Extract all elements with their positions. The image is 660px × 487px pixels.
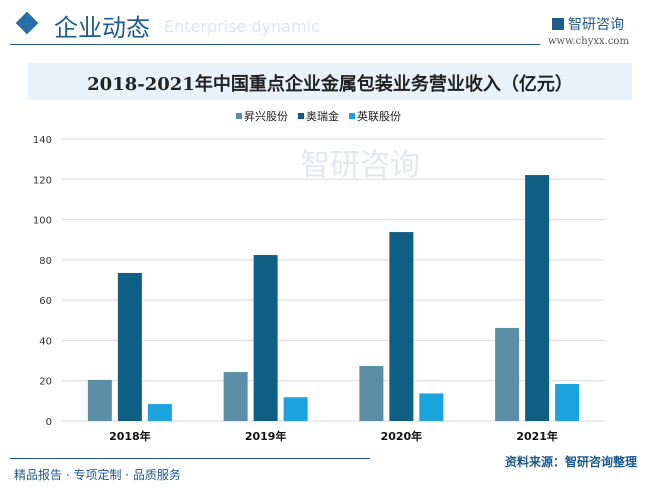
- bar-1: [87, 379, 112, 421]
- y-tick-label: 60: [39, 296, 52, 307]
- legend-label: 英联股份: [357, 109, 401, 123]
- x-tick-label: 2019年: [245, 429, 287, 443]
- bar-2: [253, 255, 278, 421]
- bar-3: [555, 383, 580, 421]
- x-tick-label: 2020年: [381, 429, 423, 443]
- bar-2: [525, 175, 550, 421]
- brand-name: 智研咨询: [568, 17, 624, 33]
- bar-1: [223, 372, 248, 421]
- section-title: 企业动态: [54, 14, 150, 42]
- bar-3: [283, 397, 308, 421]
- y-tick-label: 140: [33, 135, 52, 146]
- y-tick-label: 20: [39, 377, 52, 388]
- watermark: 智研咨询: [300, 148, 420, 183]
- x-tick-label: 2021年: [516, 429, 558, 443]
- logo-icon: [552, 18, 564, 30]
- legend-swatch: [298, 113, 304, 119]
- y-tick-label: 0: [46, 417, 52, 428]
- x-tick-label: 2018年: [109, 429, 151, 443]
- footer-source: 资料来源：智研咨询整理: [505, 455, 638, 469]
- legend-swatch: [236, 113, 242, 119]
- y-tick-label: 40: [39, 336, 52, 347]
- bar-1: [495, 327, 520, 421]
- legend-label: 昇兴股份: [244, 110, 288, 123]
- brand-logo: 智研咨询: [552, 14, 624, 34]
- divider: [10, 44, 540, 45]
- y-tick-label: 120: [33, 175, 52, 186]
- brand-url: www.chyxx.com: [548, 36, 629, 47]
- chart-title: 2018-2021年中国重点企业金属包装业务营业收入（亿元）: [87, 74, 573, 95]
- legend-label: 奥瑞金: [306, 109, 339, 123]
- chart-title-band: 2018-2021年中国重点企业金属包装业务营业收入（亿元）: [28, 63, 632, 100]
- bar-2: [389, 232, 414, 421]
- legend-swatch: [349, 113, 355, 119]
- section-subtitle: Enterprise dynamic: [164, 17, 320, 36]
- y-tick-label: 100: [33, 216, 52, 227]
- bar-1: [359, 366, 384, 421]
- bar-3: [419, 393, 444, 421]
- y-tick-label: 80: [39, 256, 52, 267]
- bar-2: [117, 272, 142, 421]
- footer-slogan: 精品报告 · 专项定制 · 品质服务: [14, 468, 181, 482]
- bar-3: [147, 404, 172, 421]
- divider: [10, 458, 370, 459]
